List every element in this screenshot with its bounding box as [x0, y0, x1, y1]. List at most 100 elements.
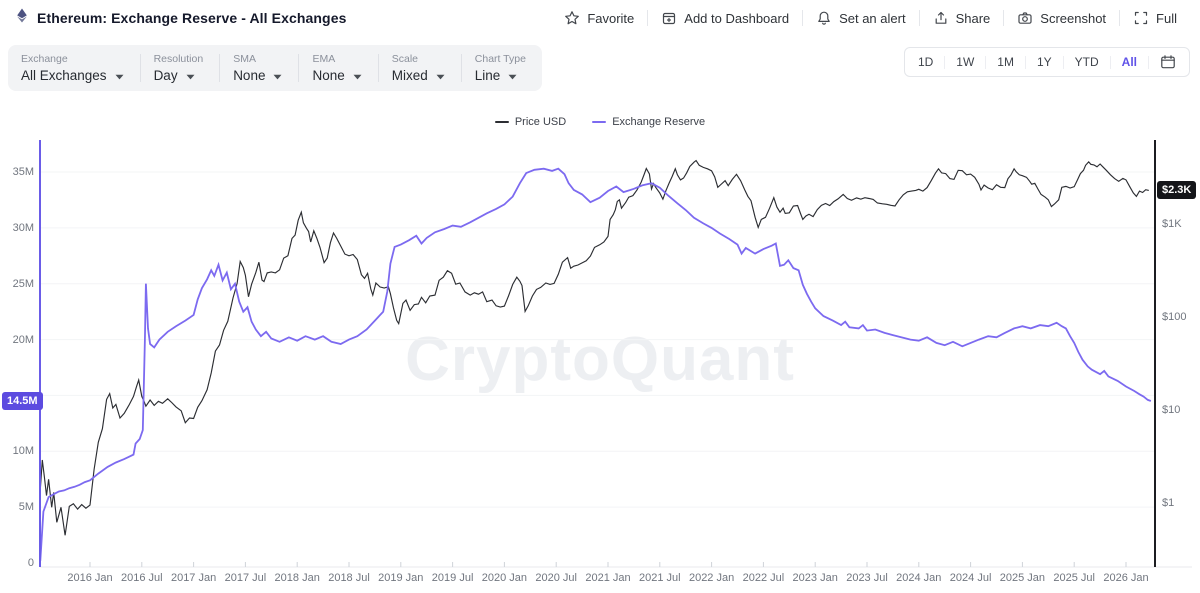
divider [802, 10, 804, 26]
y-axis-label-left: 35M [12, 166, 34, 178]
button-label: Add to Dashboard [684, 10, 790, 26]
ethereum-icon [15, 8, 29, 28]
time-range-selector: 1D 1W 1M 1Y YTD All [903, 47, 1190, 77]
dropdown-label: Chart Type [474, 53, 526, 65]
divider [1148, 55, 1149, 69]
dropdown-value: None [233, 68, 266, 83]
divider [944, 55, 946, 69]
x-axis-label: 2024 Jan [896, 572, 942, 584]
range-1d-button[interactable]: 1D [917, 55, 934, 69]
x-axis-label: 2022 Jan [688, 572, 735, 584]
x-axis-label: 2023 Jul [846, 572, 888, 584]
header-actions: Favorite Add to Dashboard Set an alert Shar… [551, 10, 1190, 26]
button-label: Share [955, 10, 991, 26]
share-button[interactable]: Share [920, 10, 1004, 26]
legend-swatch [494, 121, 509, 123]
legend-item-exchange-reserve[interactable]: Exchange Reserve [592, 116, 705, 128]
reserve-current-value-badge: 14.5M [2, 392, 43, 411]
legend-item-price-usd[interactable]: Price USD [494, 116, 567, 128]
divider [460, 54, 462, 82]
screenshot-button[interactable]: Screenshot [1004, 10, 1119, 26]
range-all-button[interactable]: All [1121, 55, 1137, 69]
full-button[interactable]: Full [1120, 10, 1190, 26]
range-1y-button[interactable]: 1Y [1036, 55, 1052, 69]
y-axis-label-right: $10 [1162, 404, 1181, 416]
legend-label: Exchange Reserve [612, 116, 706, 128]
bell-icon [816, 10, 832, 26]
price-usd-line [41, 159, 1149, 536]
ema-dropdown[interactable]: EMA None [299, 45, 377, 91]
divider [918, 10, 920, 26]
star-icon [564, 10, 580, 26]
range-1m-button[interactable]: 1M [997, 55, 1014, 69]
dropdown-value: All Exchanges [21, 68, 107, 83]
divider [1024, 55, 1026, 69]
chart-title-group: Ethereum: Exchange Reserve - All Exchang… [10, 8, 346, 28]
sma-dropdown[interactable]: SMA None [220, 45, 298, 91]
chevron-down-icon [508, 68, 517, 83]
divider [377, 54, 379, 82]
favorite-button[interactable]: Favorite [551, 10, 647, 26]
chart-header: Ethereum: Exchange Reserve - All Exchang… [0, 0, 1200, 36]
add-to-dashboard-button[interactable]: Add to Dashboard [648, 10, 802, 26]
resolution-dropdown[interactable]: Resolution Day [141, 45, 220, 91]
y-axis-label-right: $100 [1162, 311, 1187, 323]
range-ytd-button[interactable]: YTD [1074, 55, 1099, 69]
dropdown-label: Exchange [21, 53, 68, 65]
chart-area: Price USD Exchange Reserve CryptoQuant 14… [0, 96, 1200, 593]
x-axis-label: 2016 Jan [67, 572, 113, 584]
divider [1119, 10, 1121, 26]
x-axis-label: 2022 Jul [742, 572, 785, 584]
x-axis-label: 2020 Jan [481, 572, 528, 584]
x-axis-label: 2025 Jul [1053, 572, 1095, 584]
x-axis-label: 2023 Jan [792, 572, 838, 584]
dropdown-value: Mixed [391, 68, 428, 83]
dropdown-value: None [312, 68, 345, 83]
x-axis-label: 2021 Jul [639, 572, 681, 584]
chevron-down-icon [186, 68, 195, 83]
y-axis-label-left: 20M [12, 333, 34, 346]
camera-icon [1017, 10, 1033, 26]
x-axis-label: 2025 Jan [999, 572, 1046, 584]
exchange-dropdown[interactable]: Exchange All Exchanges [8, 45, 140, 91]
chevron-down-icon [115, 68, 124, 83]
divider [139, 54, 141, 82]
dropdown-value: Day [153, 68, 178, 83]
x-axis-label: 2019 Jan [378, 572, 424, 584]
chart-settings-toolbar: Exchange All Exchanges Resolution Day SMA Non… [8, 45, 542, 91]
plot-canvas[interactable] [0, 96, 1200, 593]
x-axis-label: 2024 Jul [949, 572, 992, 584]
x-axis-label: 2026 Jan [1103, 572, 1149, 584]
x-axis-label: 2021 Jan [585, 572, 631, 584]
chart-type-dropdown[interactable]: Chart Type Line [462, 45, 542, 91]
y-axis-label-left: 0 [27, 557, 34, 569]
divider [298, 54, 300, 82]
dropdown-label: SMA [233, 53, 256, 65]
share-icon [933, 10, 949, 26]
button-label: Favorite [587, 10, 635, 26]
controls-row: Exchange All Exchanges Resolution Day SMA Non… [8, 45, 1190, 91]
dropdown-label: Resolution [153, 53, 204, 65]
exchange-reserve-line [41, 167, 1152, 561]
chevron-down-icon [436, 68, 445, 83]
dropdown-label: EMA [312, 53, 336, 65]
legend-label: Price USD [514, 116, 567, 128]
divider [647, 10, 649, 26]
y-axis-label-right: $1 [1162, 497, 1175, 509]
y-axis-label-left: 25M [12, 277, 34, 290]
button-label: Set an alert [839, 10, 906, 26]
price-current-value-badge: $2.3K [1157, 181, 1197, 200]
calendar-button[interactable] [1149, 54, 1187, 70]
y-axis-label-left: 10M [12, 445, 34, 458]
range-1w-button[interactable]: 1W [956, 55, 975, 69]
x-axis-label: 2018 Jul [328, 572, 370, 584]
set-an-alert-button[interactable]: Set an alert [803, 10, 919, 26]
y-axis-label-left: 5M [18, 501, 34, 514]
page-title: Ethereum: Exchange Reserve - All Exchang… [37, 10, 347, 26]
fullscreen-icon [1133, 10, 1149, 26]
dropdown-label: Scale [391, 53, 419, 65]
scale-dropdown[interactable]: Scale Mixed [379, 45, 461, 91]
x-axis-label: 2016 Jul [121, 572, 163, 584]
y-axis-label-left: 30M [12, 221, 34, 234]
